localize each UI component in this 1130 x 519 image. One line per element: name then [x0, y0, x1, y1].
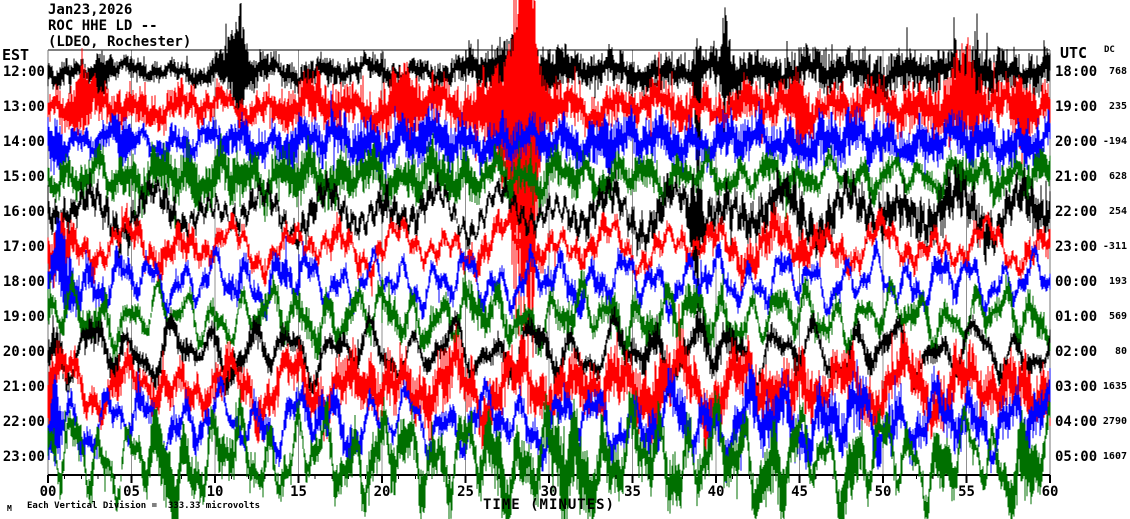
x-tick-label-55: 55	[958, 484, 975, 500]
x-tick-label-15: 15	[290, 484, 307, 500]
utc-hour-label: 05:00	[1055, 448, 1098, 465]
trace-row-1200	[47, 3, 1051, 205]
est-hour-label: 18:00	[2, 273, 45, 290]
dc-offset-value: -311	[1102, 240, 1127, 252]
trace-row-1700	[47, 202, 1051, 297]
utc-hour-label: 00:00	[1055, 273, 1098, 290]
scale-note: Each Vertical Division = 333.33 microvol…	[27, 501, 260, 511]
dc-offset-value: 1607	[1102, 450, 1127, 462]
dc-offset-value: -194	[1102, 135, 1127, 147]
trace-row-1600	[47, 163, 1051, 339]
est-hour-label: 16:00	[2, 203, 45, 220]
utc-hour-label: 03:00	[1055, 378, 1098, 395]
x-axis-title: TIME (MINUTES)	[482, 497, 615, 513]
station-id: ROC HHE LD --	[48, 18, 158, 34]
est-hour-label: 21:00	[2, 378, 45, 395]
x-tick-label-10: 10	[206, 484, 224, 500]
dc-offset-value: 254	[1108, 205, 1127, 217]
dc-offset-value: 193	[1108, 275, 1127, 287]
utc-hour-label: 20:00	[1055, 133, 1098, 150]
utc-hour-label: 23:00	[1055, 238, 1098, 255]
est-hour-label: 14:00	[2, 133, 45, 150]
dc-offset-value: 768	[1108, 65, 1127, 77]
dc-offset-value: 1635	[1102, 380, 1127, 392]
dc-offset-value: 628	[1108, 170, 1127, 182]
x-tick-label-50: 50	[874, 484, 892, 500]
right-axis-title: UTC	[1060, 44, 1088, 62]
utc-hour-label: 01:00	[1055, 308, 1098, 325]
utc-hour-label: 22:00	[1055, 203, 1098, 220]
dc-offset-value: 2790	[1102, 415, 1127, 427]
left-axis-title: EST	[2, 46, 30, 64]
est-hour-label: 20:00	[2, 343, 45, 360]
dc-offset-value: 235	[1108, 100, 1127, 112]
dc-offset-value: 569	[1108, 310, 1127, 322]
trace-row-1300	[47, 0, 1051, 415]
x-tick-label-45: 45	[791, 484, 808, 500]
x-tick-label-25: 25	[457, 484, 474, 500]
utc-hour-label: 04:00	[1055, 413, 1098, 430]
x-tick-label-30: 30	[540, 484, 558, 500]
trace-row-2300	[47, 389, 1051, 519]
utc-hour-label: 21:00	[1055, 168, 1098, 185]
trace-row-1900	[47, 269, 1051, 365]
x-tick-label-35: 35	[624, 484, 641, 500]
station-location: (LDEO, Rochester)	[48, 34, 192, 50]
x-tick-label-20: 20	[373, 484, 391, 500]
est-hour-label: 23:00	[2, 448, 45, 465]
est-hour-label: 19:00	[2, 308, 45, 325]
est-hour-label: 13:00	[2, 98, 45, 115]
x-tick-label-60: 60	[1041, 484, 1059, 500]
watermark-mark: M	[7, 504, 12, 513]
x-tick-label-05: 05	[123, 484, 140, 500]
dc-offset-value: 80	[1114, 345, 1127, 357]
est-hour-label: 22:00	[2, 413, 45, 430]
dc-column-title: DC	[1104, 45, 1115, 55]
est-hour-label: 17:00	[2, 238, 45, 255]
est-hour-label: 12:00	[2, 63, 45, 80]
utc-hour-label: 19:00	[1055, 98, 1098, 115]
utc-hour-label: 02:00	[1055, 343, 1098, 360]
est-hour-label: 15:00	[2, 168, 45, 185]
trace-row-2000	[47, 305, 1051, 414]
x-tick-label-40: 40	[707, 484, 725, 500]
utc-hour-label: 18:00	[1055, 63, 1098, 80]
plot-date: Jan23,2026	[48, 2, 133, 18]
x-tick-label-00: 00	[39, 484, 57, 500]
